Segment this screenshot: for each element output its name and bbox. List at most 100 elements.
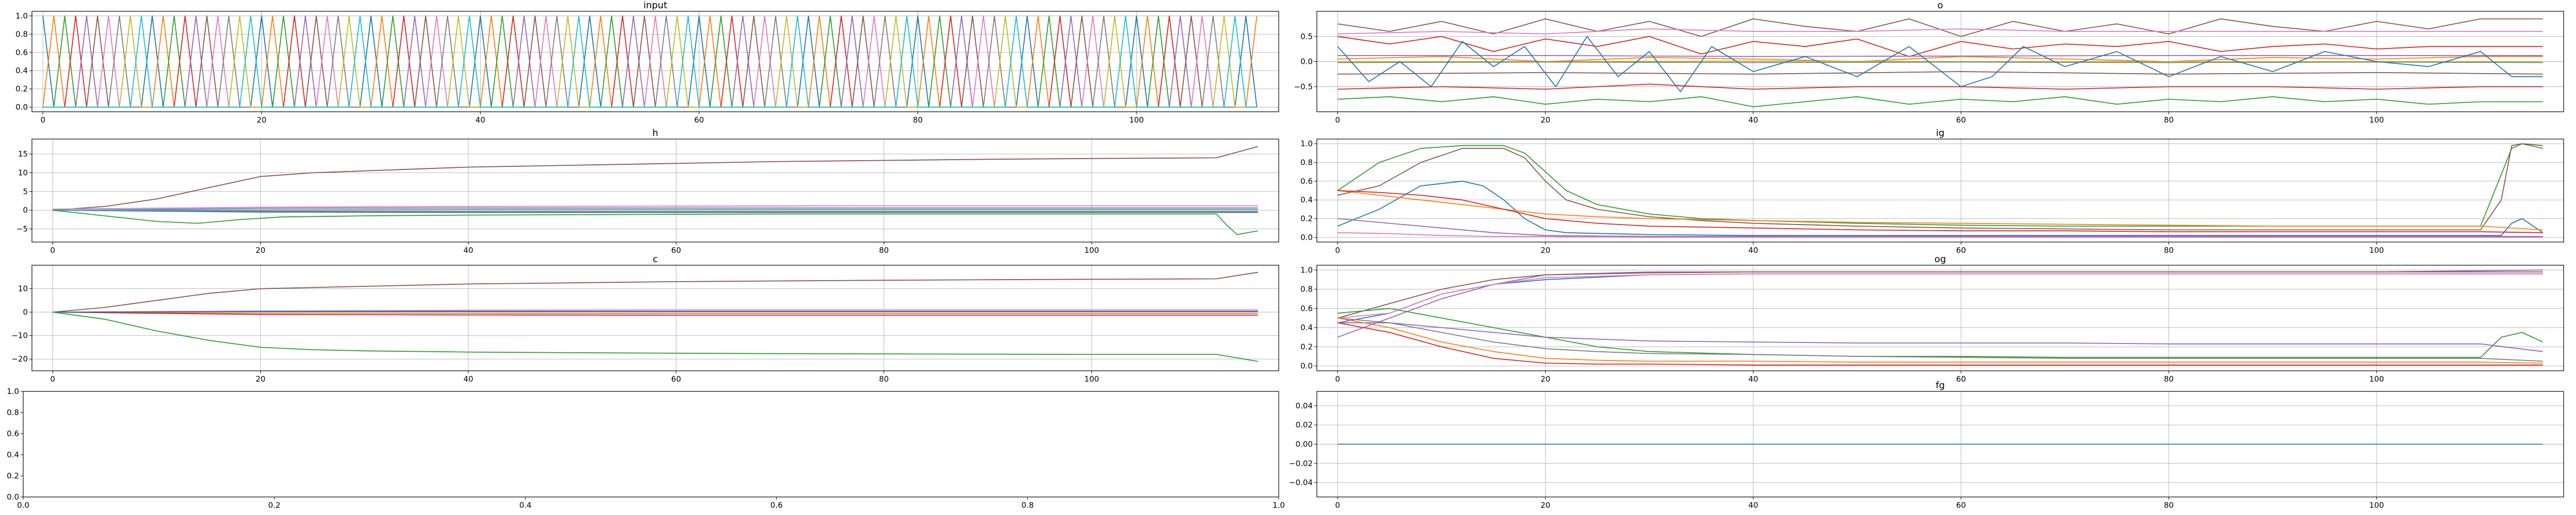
y-tick-label: 0.4 <box>1300 195 1313 204</box>
series-line-1 <box>53 205 1258 210</box>
x-tick-label: 80 <box>2164 374 2174 384</box>
y-tick-label: 1.0 <box>1300 139 1313 148</box>
subplot-c: 0 20 40 60 80 100 −20 −10 0 10 c <box>11 254 1279 384</box>
x-tick-label: 80 <box>879 246 889 255</box>
y-tick-label: −10 <box>11 331 28 340</box>
x-tick-label: 100 <box>2369 246 2384 255</box>
series-line-10 <box>1337 96 2543 108</box>
subplot-o: 0 20 40 60 80 100 −0.5 0.0 0.5 o <box>1294 0 2564 125</box>
x-tick-label: 60 <box>1956 501 1966 510</box>
y-tick-label: 0.0 <box>1300 233 1313 242</box>
y-tick-label: 10 <box>18 168 28 177</box>
series-line-9 <box>43 15 1257 108</box>
y-tick-label: 0.0 <box>7 492 19 502</box>
subplot-empty: 0.0 0.2 0.4 0.6 0.8 1.0 0.0 0.2 0.4 0.6 0.8 1.0 <box>7 387 1285 510</box>
series-group <box>53 271 1258 362</box>
series-line-0 <box>53 271 1258 313</box>
series-line-8 <box>1337 71 2543 75</box>
subplot-title: h <box>652 128 658 139</box>
x-tick-label: 40 <box>463 374 473 384</box>
x-tick-label: 60 <box>1956 374 1966 384</box>
x-tick-label: 80 <box>879 374 889 384</box>
x-tick-label: 100 <box>2369 115 2384 125</box>
x-tick-label: 80 <box>2164 246 2174 255</box>
x-tick-label: 0 <box>1335 374 1341 384</box>
y-tick-label: 0.6 <box>7 429 19 438</box>
y-tick-label: 0.6 <box>15 48 28 57</box>
y-tick-label: 0.0 <box>15 102 28 112</box>
x-tick-label: 60 <box>694 115 704 125</box>
x-tick-label: 1.0 <box>1273 501 1285 510</box>
y-tick-label: −20 <box>11 354 28 364</box>
x-tick-label: 0.4 <box>519 501 532 510</box>
y-tick-label: 0 <box>23 205 28 215</box>
x-tick-label: 20 <box>1540 374 1550 384</box>
series-line-3 <box>1337 190 2543 231</box>
axes-frame <box>23 391 1279 497</box>
x-tick-label: 20 <box>256 246 265 255</box>
series-line-1 <box>1337 271 2543 319</box>
y-tick-label: 0 <box>23 307 28 317</box>
series-line-2 <box>53 207 1258 211</box>
series-line-2 <box>1337 180 2544 236</box>
x-tick-label: 80 <box>2164 501 2174 510</box>
subplot-title: o <box>1937 0 1943 11</box>
x-tick-label: 20 <box>1540 246 1550 255</box>
x-tick-label: 100 <box>1129 115 1144 125</box>
y-tick-label: 1.0 <box>15 11 28 21</box>
subplot-title: ig <box>1936 128 1944 139</box>
subplot-title: input <box>643 0 667 11</box>
x-tick-label: 0.6 <box>770 501 783 510</box>
axes-frame <box>31 265 1279 371</box>
y-tick-label: 5 <box>23 187 28 196</box>
x-tick-label: 20 <box>256 374 265 384</box>
series-line-4 <box>53 312 1258 316</box>
subplot-title: og <box>1935 254 1946 265</box>
series-line-7 <box>53 210 1258 235</box>
series-line-0 <box>1337 18 2543 37</box>
series-line-6 <box>53 209 1258 211</box>
subplot-ig: 0 20 40 60 80 100 0.0 0.2 0.4 0.6 0.8 1.0 ig <box>1300 128 2564 255</box>
x-tick-label: 20 <box>1540 501 1550 510</box>
x-tick-label: 0 <box>50 374 56 384</box>
axes-frame <box>1316 139 2564 243</box>
series-line-6 <box>1337 61 2543 63</box>
y-tick-label: 0.2 <box>1300 342 1313 351</box>
y-tick-label: 10 <box>18 284 28 294</box>
y-tick-label: −5 <box>16 225 28 234</box>
y-tick-label: 0.0 <box>1300 57 1313 66</box>
y-tick-label: 0.8 <box>15 29 28 39</box>
series-line-5 <box>1337 322 2543 352</box>
y-tick-label: 0.0 <box>1300 362 1313 371</box>
series-line-4 <box>53 210 1258 213</box>
x-tick-label: 60 <box>1956 246 1966 255</box>
x-tick-label: 0 <box>50 246 56 255</box>
series-line-3 <box>1337 273 2543 319</box>
y-tick-label: 1.0 <box>1300 265 1313 274</box>
x-tick-label: 0.8 <box>1022 501 1034 510</box>
series-group <box>53 146 1258 235</box>
x-tick-label: 60 <box>671 374 681 384</box>
series-line-4 <box>1337 190 2543 233</box>
y-tick-label: 0.00 <box>1296 440 1313 449</box>
y-tick-label: −0.02 <box>1289 459 1313 468</box>
y-tick-label: 0.04 <box>1296 401 1313 410</box>
y-tick-label: 0.2 <box>1300 214 1313 224</box>
axes-frame <box>1316 265 2564 371</box>
x-tick-label: 80 <box>2164 115 2174 125</box>
y-tick-label: 0.2 <box>7 471 19 480</box>
series-line-5 <box>1337 218 2543 237</box>
series-line-2 <box>1337 36 2543 57</box>
y-tick-label: 0.4 <box>7 450 19 459</box>
x-tick-label: 40 <box>1748 501 1758 510</box>
x-tick-label: 40 <box>476 115 485 125</box>
subplot-fg: 0 20 40 60 80 100 −0.04 −0.02 0.00 0.02 0.04 fg <box>1289 380 2564 510</box>
y-tick-label: 0.8 <box>1300 285 1313 294</box>
series-group <box>1337 143 2544 238</box>
series-line-6 <box>1337 317 2543 362</box>
y-tick-label: −0.5 <box>1294 82 1313 91</box>
series-line-7 <box>1337 36 2543 92</box>
series-line-6 <box>43 15 1257 108</box>
series-line-1 <box>1337 143 2543 231</box>
x-tick-label: 40 <box>1748 374 1758 384</box>
